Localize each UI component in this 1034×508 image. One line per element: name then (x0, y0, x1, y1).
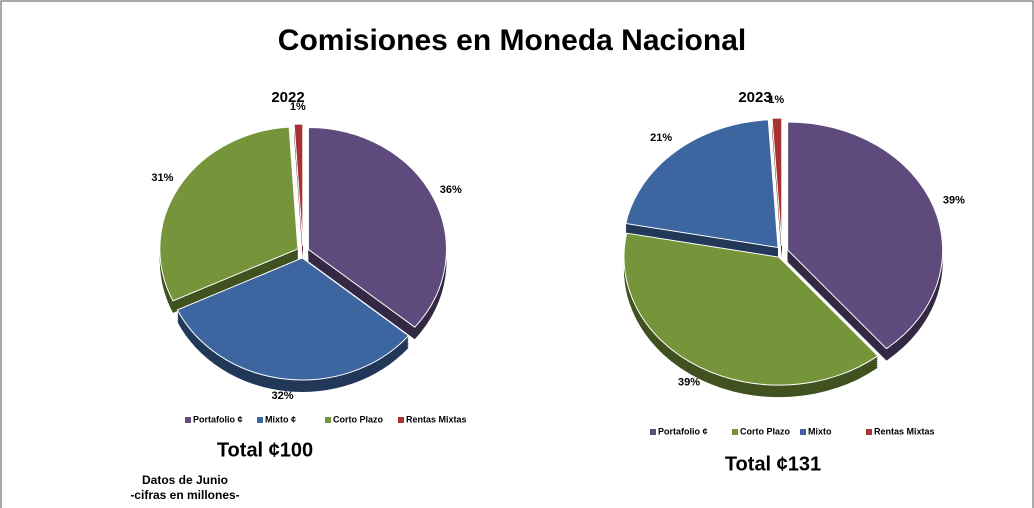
data-label: 36% (440, 184, 462, 196)
legend-label: Corto Plazo (333, 414, 384, 424)
total-label: Total ¢131 (725, 453, 821, 475)
legend-swatch (398, 417, 404, 423)
chart-title: Comisiones en Moneda Nacional (278, 24, 746, 57)
slice (771, 117, 783, 247)
pie-title: 2022 (271, 89, 304, 106)
legend-swatch (257, 417, 263, 423)
data-label: 31% (151, 172, 173, 184)
slice (159, 126, 299, 302)
data-label: 1% (768, 94, 784, 106)
slice (787, 121, 944, 350)
data-label: 1% (290, 101, 306, 113)
slice (176, 257, 410, 381)
note: -cifras en millones- (130, 488, 239, 502)
legend-label: Portafolio ¢ (193, 414, 243, 424)
legend-label: Rentas Mixtas (874, 426, 935, 436)
legend-label: Rentas Mixtas (406, 414, 467, 424)
total-label: Total ¢100 (217, 439, 313, 461)
legend-swatch (866, 429, 872, 435)
note: Datos de Junio (142, 473, 228, 487)
slice (307, 126, 447, 328)
legend-swatch (185, 417, 191, 423)
legend-swatch (732, 429, 738, 435)
slice (623, 232, 879, 386)
data-label: 21% (650, 132, 672, 144)
legend-label: Portafolio ¢ (658, 426, 708, 436)
legend-label: Corto Plazo (740, 426, 791, 436)
data-label: 32% (272, 390, 294, 402)
legend-swatch (325, 417, 331, 423)
legend-swatch (650, 429, 656, 435)
legend-swatch (800, 429, 806, 435)
legend-label: Mixto (808, 426, 832, 436)
pie-title: 2023 (738, 89, 771, 106)
slice (625, 119, 779, 249)
slice (293, 123, 304, 247)
legend-label: Mixto ¢ (265, 414, 296, 424)
data-label: 39% (943, 194, 965, 206)
data-label: 39% (678, 377, 700, 389)
